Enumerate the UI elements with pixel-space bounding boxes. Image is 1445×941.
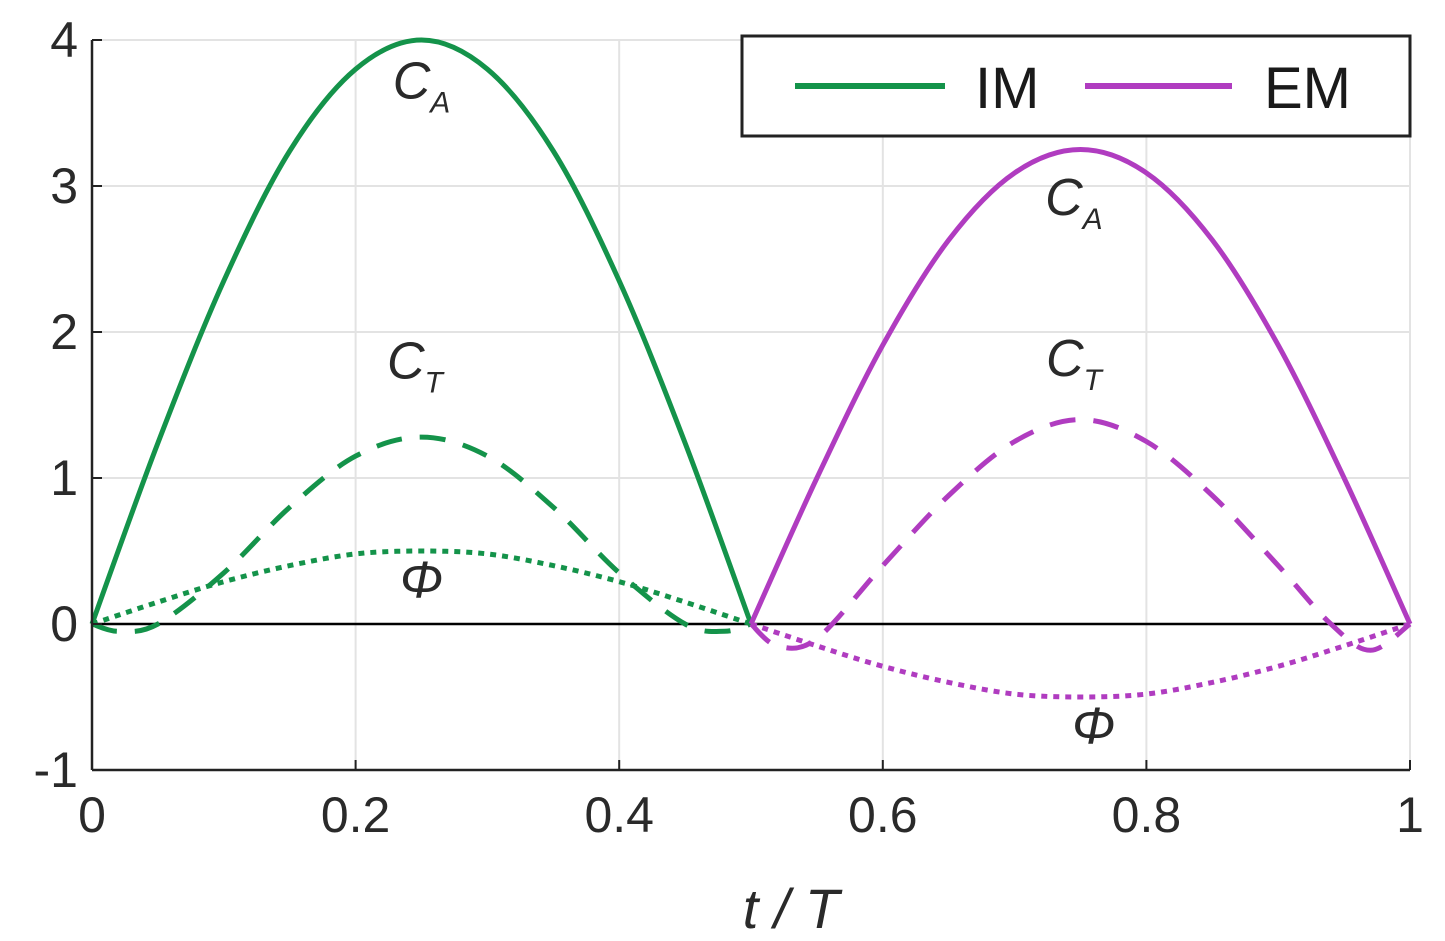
series-im-dashed	[91, 434, 752, 635]
annotation-symbol: C	[387, 333, 425, 391]
annotation-symbol: C	[1046, 330, 1084, 388]
annotation-1: CT	[387, 333, 446, 400]
x-tick-label: 0.8	[1112, 787, 1182, 843]
annotation-subscript: A	[428, 86, 450, 119]
legend-label-im: IM	[975, 56, 1039, 121]
x-tick-label: 0.2	[321, 787, 391, 843]
x-tick-label: 0	[78, 787, 106, 843]
y-tick-label: 1	[50, 450, 78, 506]
y-tick-label: 0	[50, 596, 78, 652]
annotation-3: CA	[1045, 169, 1103, 236]
legend-label-em: EM	[1264, 56, 1351, 121]
annotation-4: CT	[1046, 330, 1105, 397]
x-tick-label: 1	[1396, 787, 1424, 843]
annotation-symbol: C	[393, 52, 431, 110]
series-im-solid	[89, 37, 754, 625]
annotation-subscript: T	[425, 367, 446, 400]
annotation-symbol: Φ	[400, 552, 444, 610]
legend: IM EM	[740, 34, 1412, 138]
series-em-dashed	[749, 417, 1412, 653]
annotation-subscript: A	[1081, 203, 1103, 236]
series-group	[89, 37, 1413, 700]
y-tick-label: -1	[34, 742, 78, 798]
y-tick-label: 2	[50, 304, 78, 360]
series-em-dotted	[750, 621, 1411, 700]
y-tick-label: 4	[50, 12, 78, 68]
annotation-0: CA	[393, 52, 451, 119]
axes	[90, 39, 1411, 772]
annotation-symbol: C	[1045, 169, 1083, 227]
y-tick-label: 3	[50, 158, 78, 214]
x-axis-label: t / T	[743, 877, 843, 940]
x-tick-label: 0.4	[584, 787, 654, 843]
series-im-dotted	[91, 548, 752, 627]
annotation-subscript: T	[1084, 364, 1105, 397]
series-em-solid	[748, 146, 1413, 626]
annotation-2: Φ	[400, 552, 444, 610]
annotation-5: Φ	[1072, 698, 1116, 756]
annotation-symbol: Φ	[1072, 698, 1116, 756]
x-tick-label: 0.6	[848, 787, 918, 843]
